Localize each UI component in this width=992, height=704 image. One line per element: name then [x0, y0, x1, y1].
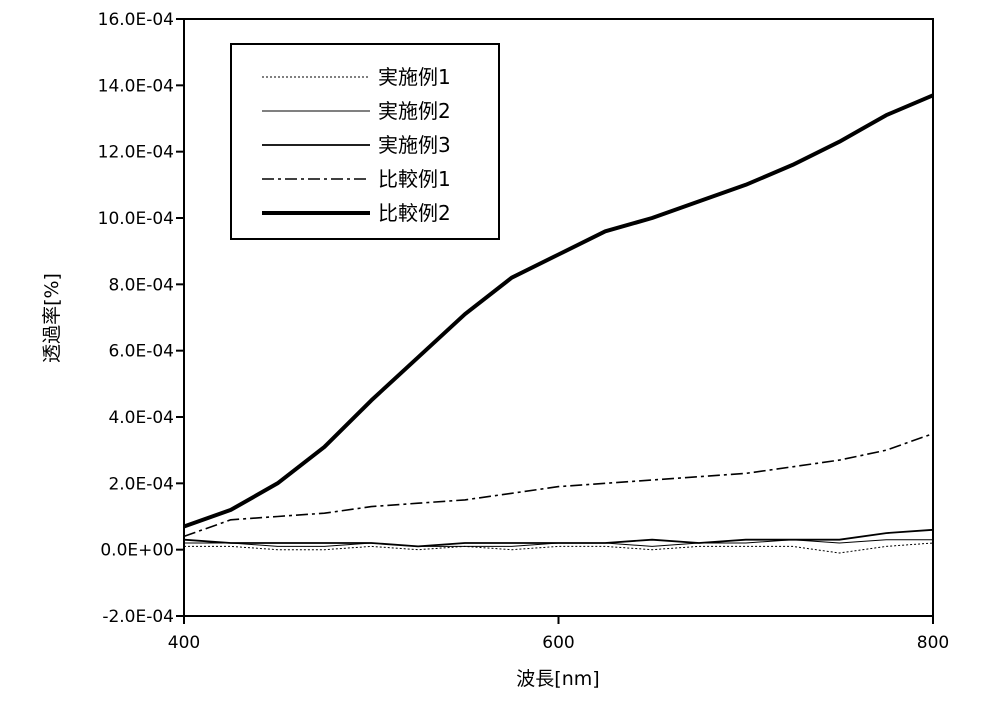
legend-label: 実施例3 — [378, 133, 451, 157]
y-tick-label: 14.0E-04 — [98, 76, 174, 96]
y-tick-label: 12.0E-04 — [98, 143, 174, 163]
legend: 実施例1 実施例2 実施例3 比較例1 比較例2 — [231, 44, 499, 239]
y-tick-label: 16.0E-04 — [98, 10, 174, 30]
legend-label: 実施例1 — [378, 65, 451, 89]
legend-label: 比較例1 — [378, 167, 451, 191]
legend-box — [231, 44, 499, 239]
y-tick-label: 6.0E-04 — [108, 342, 174, 362]
y-tick-label: 10.0E-04 — [98, 209, 174, 229]
x-tick-label: 400 — [168, 633, 200, 653]
x-tick-label: 800 — [917, 633, 949, 653]
legend-label: 比較例2 — [378, 201, 451, 225]
legend-label: 実施例2 — [378, 99, 451, 123]
y-tick-label: -2.0E-04 — [102, 607, 174, 627]
y-tick-label: 4.0E-04 — [108, 408, 174, 428]
y-tick-label: 8.0E-04 — [108, 275, 174, 295]
y-tick-label: 0.0E+00 — [100, 541, 174, 561]
y-axis-label: 透過率[%] — [41, 273, 63, 363]
x-axis-label: 波長[nm] — [516, 668, 599, 690]
x-tick-label: 600 — [542, 633, 574, 653]
y-tick-label: 2.0E-04 — [108, 474, 174, 494]
